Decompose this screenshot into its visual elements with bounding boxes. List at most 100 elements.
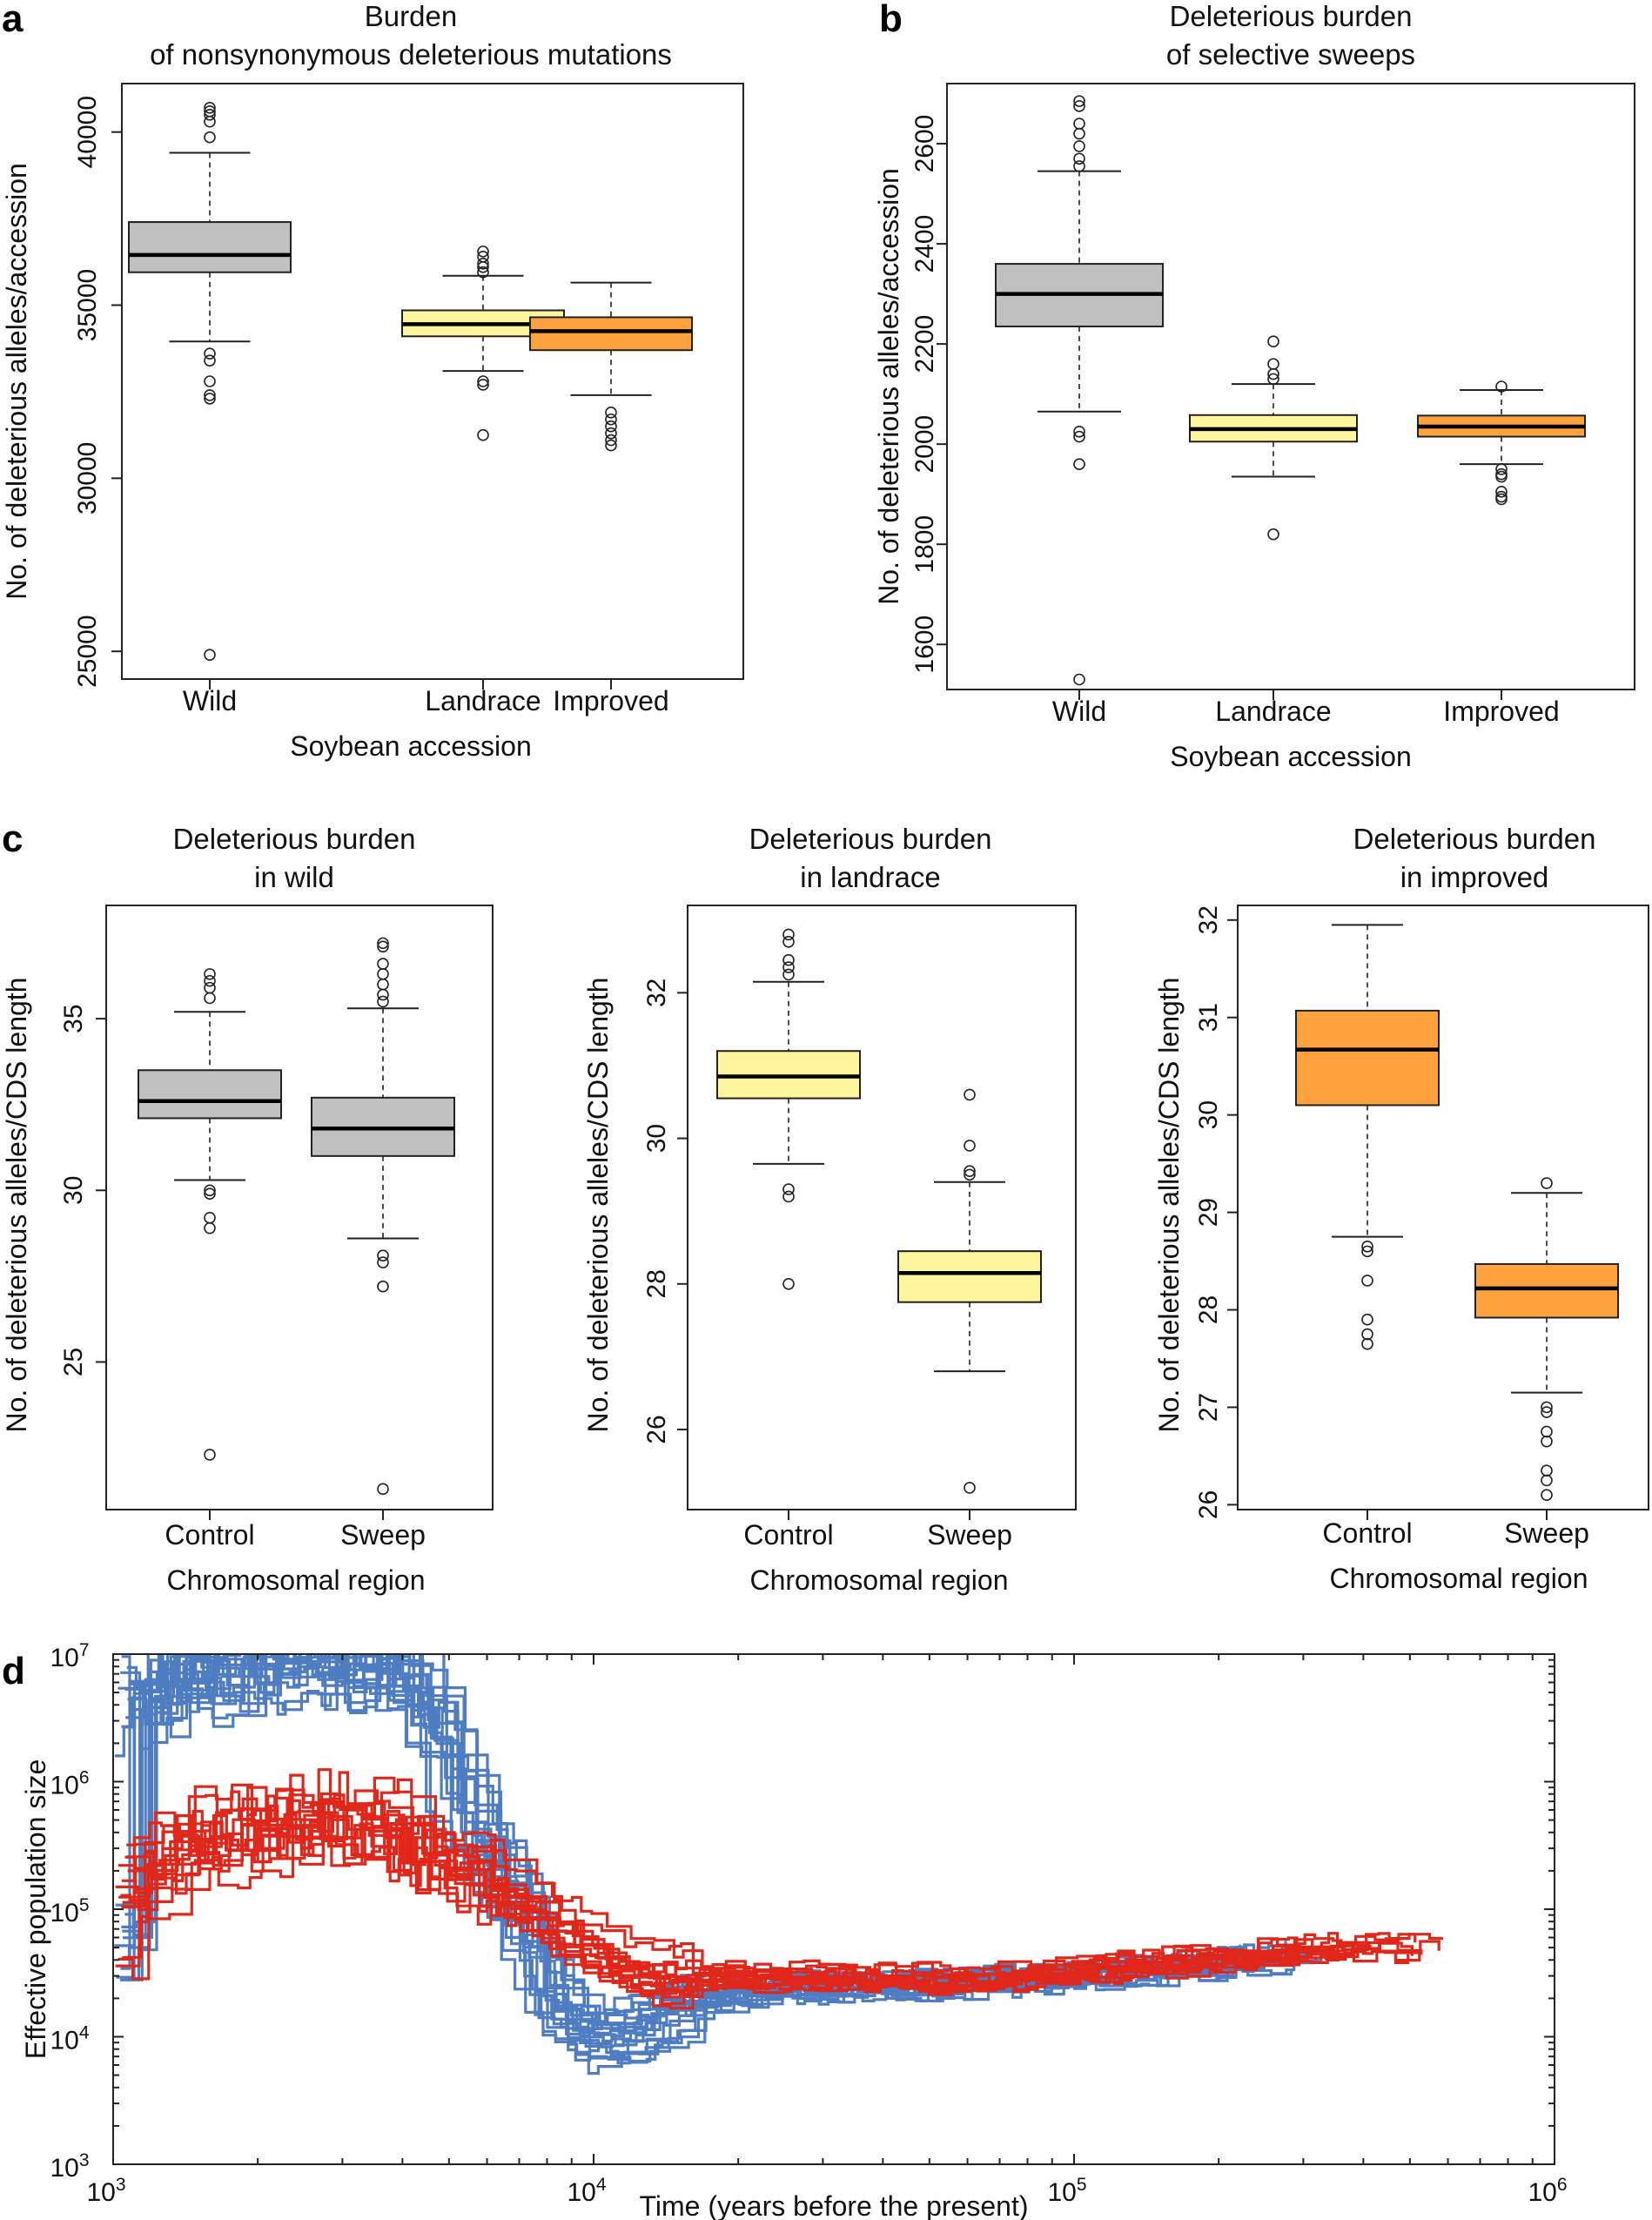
category-label: Improved [1443, 696, 1559, 727]
outlier-point [1073, 160, 1085, 172]
outlier-point [1361, 1328, 1373, 1341]
outlier-point [204, 131, 216, 144]
y-tick-label: 26 [1194, 1490, 1223, 1519]
outlier-point [1073, 100, 1085, 112]
outlier-point [377, 1483, 389, 1496]
panel-label-d: d [2, 1650, 25, 1692]
outlier-point [1361, 1240, 1373, 1253]
y-tick-label: 1600 [910, 616, 939, 674]
panel-c3-y-axis-label: No. of deleterious alleles/CDS length [1153, 978, 1185, 1433]
panel-b-x-axis-label: Soybean accession [1170, 741, 1412, 772]
panel-a: a Burden of nonsynonymous deleterious mu… [1, 0, 744, 762]
y-tick-label: 30 [1194, 1100, 1223, 1129]
category-label: Sweep [1504, 1517, 1589, 1549]
box-c2-sweep [897, 1088, 1042, 1494]
outlier-point [204, 992, 216, 1005]
outlier-point [782, 1183, 795, 1195]
outlier-point [1267, 367, 1279, 380]
panel-d-x-axis-label: Time (years before the present) [640, 2190, 1029, 2220]
outlier-point [204, 393, 216, 405]
interquartile-box [897, 1250, 1042, 1303]
outlier-point [1267, 528, 1279, 541]
y-tick-label: 26 [642, 1415, 671, 1443]
outlier-point [477, 246, 489, 258]
outlier-point [204, 354, 216, 367]
y-tick-label: 31 [1194, 1003, 1223, 1032]
box-c2-control [716, 928, 861, 1290]
outlier-point [1541, 1489, 1553, 1502]
category-label: Landrace [425, 685, 541, 716]
y-tick-label: 104 [50, 2023, 89, 2055]
panel-c1-y-axis-label: No. of deleterious alleles/CDS length [1, 978, 32, 1433]
y-tick-label: 2400 [910, 215, 939, 273]
group-blue-line [116, 1658, 1318, 2062]
panel-b-title-line-1: Deleterious burden [1170, 0, 1413, 32]
outlier-point [1361, 1337, 1373, 1350]
outlier-point [1267, 335, 1279, 348]
outlier-point [204, 974, 216, 987]
outlier-point [782, 936, 795, 948]
panel-c1-x-axis-label: Chromosomal region [166, 1564, 425, 1596]
panel-label-a: a [2, 0, 24, 40]
outlier-point [377, 988, 389, 1001]
panel-c1-title-line-2: in wild [254, 861, 334, 893]
interquartile-box [138, 1069, 282, 1120]
outlier-point [377, 1280, 389, 1293]
outlier-point [782, 961, 795, 973]
outlier-point [204, 1221, 216, 1234]
y-tick-label: 29 [1194, 1198, 1223, 1227]
outlier-point [1541, 1474, 1553, 1487]
interquartile-box [529, 316, 693, 352]
panel-c3-x-axis-label: Chromosomal region [1329, 1563, 1588, 1594]
outlier-point [964, 1088, 976, 1101]
y-tick-label: 28 [1194, 1295, 1223, 1324]
outlier-point [605, 439, 617, 452]
panel-a-title-line-2: of nonsynonymous deleterious mutations [150, 38, 672, 71]
x-tick-label: 103 [86, 2175, 125, 2207]
category-label: Landrace [1215, 696, 1331, 727]
outlier-point [204, 115, 216, 128]
panel-d-lines [114, 1654, 1443, 2075]
y-tick-label: 2000 [910, 415, 939, 474]
y-tick-label: 103 [50, 2150, 89, 2183]
outlier-point [605, 413, 617, 426]
y-tick-label: 107 [50, 1640, 89, 1672]
y-tick-label: 30 [642, 1124, 671, 1153]
outlier-point [1361, 1275, 1373, 1287]
outlier-point [204, 389, 216, 401]
panel-a-boxes [128, 102, 693, 661]
outlier-point [204, 1187, 216, 1201]
y-tick-label: 1800 [910, 515, 939, 574]
outlier-point [1073, 140, 1085, 152]
outlier-point [1541, 1401, 1553, 1414]
panel-b-y-axis-label: No. of deleterious alleles/accession [873, 168, 904, 605]
panel-c3-plot-frame [1237, 905, 1649, 1510]
panel-c3-y-axis: 26 27 28 29 30 31 32 Control Sweep [1194, 905, 1589, 1549]
outlier-point [1361, 1245, 1373, 1258]
outlier-point [605, 420, 617, 433]
panel-b-title-line-2: of selective sweeps [1166, 38, 1415, 71]
panel-c1-boxes [138, 937, 455, 1496]
group-red-line [123, 1813, 1372, 1998]
outlier-point [377, 968, 389, 980]
category-label: Control [1322, 1517, 1412, 1549]
outlier-point [477, 375, 489, 387]
panel-d-plot-frame [112, 1653, 1555, 2165]
outlier-point [964, 1168, 976, 1181]
group-red-line [121, 1786, 1388, 1986]
y-tick-label: 105 [50, 1895, 89, 1927]
panel-a-y-axis: 25000 30000 35000 40000 Wild Landrace Improved [73, 96, 669, 716]
outlier-point [377, 937, 389, 950]
category-label: Wild [183, 685, 237, 716]
panel-a-x-axis-label: Soybean accession [290, 730, 532, 762]
category-label: Sweep [927, 1519, 1012, 1551]
box-b-improved [1417, 380, 1586, 506]
interquartile-box [1295, 1009, 1440, 1107]
panel-b: b Deleterious burden of selective sweeps… [873, 0, 1635, 772]
category-label: Wild [1052, 696, 1106, 727]
x-tick-label: 105 [1047, 2175, 1086, 2207]
y-tick-label: 40000 [73, 96, 102, 168]
outlier-point [204, 1449, 216, 1461]
outlier-point [1495, 380, 1508, 393]
outlier-point [605, 427, 617, 440]
